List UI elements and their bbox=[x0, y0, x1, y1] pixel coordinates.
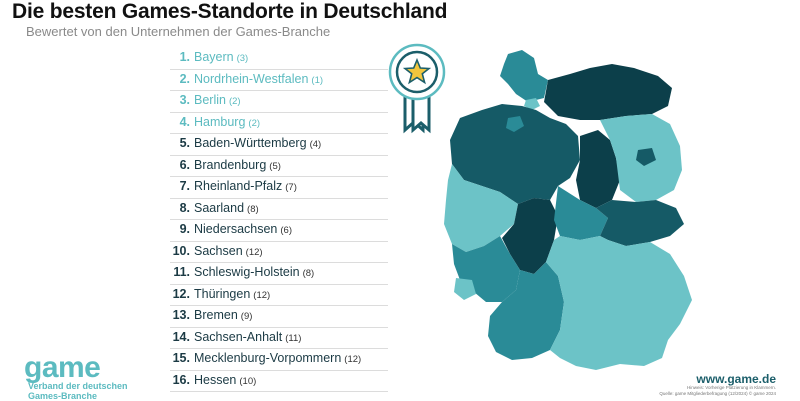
logo-tagline-1: Verband der deutschen bbox=[28, 381, 128, 391]
ranking-previous-rank: (4) bbox=[309, 139, 322, 150]
ranking-state-name: Hessen bbox=[194, 372, 237, 387]
germany-map bbox=[444, 50, 692, 370]
map-sachsen bbox=[596, 200, 684, 246]
map-saarland bbox=[454, 278, 476, 300]
ranking-state-name: Schleswig-Holstein bbox=[194, 265, 300, 279]
ranking-rank: 14. bbox=[172, 329, 190, 344]
ranking-previous-rank: (12) bbox=[253, 289, 271, 301]
map-nordrhein-westfalen bbox=[444, 164, 518, 252]
ranking-previous-rank: (9) bbox=[240, 311, 253, 322]
ranking-list: 1. Bayern (3) 2. Nordrhein-Westfalen (1) 3. Ber… bbox=[170, 48, 388, 392]
ranking-state-name: Saarland bbox=[194, 200, 245, 215]
ranking-rank: 3. bbox=[179, 93, 190, 107]
logo-wordmark: game bbox=[24, 351, 101, 384]
ranking-row: 5. Baden-Württemberg (4) bbox=[170, 134, 388, 156]
map-sachsen-anhalt bbox=[576, 130, 620, 208]
ranking-row: 6. Brandenburg (5) bbox=[170, 156, 388, 177]
ranking-row: 10. Sachsen (12) bbox=[170, 242, 388, 263]
map-baden-wuerttemberg bbox=[488, 262, 564, 360]
ranking-previous-rank: (1) bbox=[311, 74, 324, 86]
ranking-previous-rank: (8) bbox=[302, 268, 315, 279]
ranking-previous-rank: (5) bbox=[269, 160, 281, 172]
ranking-row: 1. Bayern (3) bbox=[170, 48, 388, 70]
ranking-previous-rank: (12) bbox=[245, 246, 263, 258]
ranking-state-name: Hamburg bbox=[194, 114, 246, 129]
ranking-rank: 7. bbox=[179, 179, 190, 193]
ranking-row: 8. Saarland (8) bbox=[170, 199, 388, 220]
ranking-row: 3. Berlin (2) bbox=[170, 91, 388, 113]
game-logo: game Verband der deutschen Games-Branche bbox=[24, 351, 128, 401]
footnote-line-1: Hinweis: Vorherige Platzierung in Klamme… bbox=[686, 385, 776, 390]
ranking-row: 12. Thüringen (12) bbox=[170, 285, 388, 306]
ranking-state-name: Bremen bbox=[194, 308, 238, 322]
ranking-rank: 11. bbox=[173, 265, 190, 279]
ranking-rank: 16. bbox=[172, 372, 190, 387]
ranking-state-name: Berlin bbox=[194, 93, 226, 107]
ranking-previous-rank: (7) bbox=[285, 182, 297, 193]
ranking-rank: 8. bbox=[179, 200, 190, 215]
map-bayern bbox=[546, 236, 692, 370]
map-thueringen bbox=[554, 186, 608, 240]
ranking-rank: 12. bbox=[172, 286, 190, 301]
ranking-row: 15. Mecklenburg-Vorpommern (12) bbox=[170, 349, 388, 371]
ranking-state-name: Bayern bbox=[194, 50, 234, 64]
ranking-state-name: Niedersachsen bbox=[194, 222, 278, 236]
map-hessen bbox=[502, 198, 558, 274]
ranking-row: 4. Hamburg (2) bbox=[170, 113, 388, 134]
ranking-rank: 13. bbox=[172, 308, 190, 322]
ranking-state-name: Thüringen bbox=[194, 286, 251, 301]
ranking-rank: 10. bbox=[172, 243, 190, 258]
ranking-previous-rank: (10) bbox=[239, 375, 257, 387]
ranking-state-name: Sachsen bbox=[194, 243, 243, 258]
logo-tagline-2: Games-Branche bbox=[28, 391, 98, 401]
ranking-state-name: Rheinland-Pfalz bbox=[194, 179, 283, 193]
ranking-row: 2. Nordrhein-Westfalen (1) bbox=[170, 70, 388, 91]
page-title: Die besten Games-Standorte in Deutschlan… bbox=[12, 0, 448, 23]
footnote-line-2: Quelle: game Mitgliederbefragung (12/202… bbox=[659, 390, 776, 396]
ranking-rank: 2. bbox=[179, 71, 190, 86]
ranking-previous-rank: (12) bbox=[344, 354, 362, 365]
map-mecklenburg-vorpommern bbox=[544, 64, 672, 120]
ranking-state-name: Nordrhein-Westfalen bbox=[194, 71, 309, 86]
ranking-row: 7. Rheinland-Pfalz (7) bbox=[170, 177, 388, 199]
map-schleswig-holstein bbox=[500, 50, 548, 102]
ranking-previous-rank: (11) bbox=[285, 332, 302, 344]
page-subtitle: Bewertet von den Unternehmen der Games-B… bbox=[26, 24, 331, 39]
ranking-state-name: Sachsen-Anhalt bbox=[194, 329, 283, 344]
ranking-state-name: Baden-Württemberg bbox=[194, 136, 307, 150]
star-ribbon-badge-icon bbox=[388, 43, 446, 134]
ranking-rank: 15. bbox=[172, 351, 190, 365]
ranking-rank: 9. bbox=[179, 222, 190, 236]
ranking-row: 11. Schleswig-Holstein (8) bbox=[170, 263, 388, 285]
ranking-row: 14. Sachsen-Anhalt (11) bbox=[170, 328, 388, 349]
ranking-previous-rank: (6) bbox=[280, 225, 293, 236]
ranking-previous-rank: (3) bbox=[236, 53, 249, 64]
map-niedersachsen bbox=[450, 104, 580, 204]
ranking-rank: 4. bbox=[179, 114, 190, 129]
map-hamburg bbox=[524, 98, 540, 110]
ranking-rank: 6. bbox=[179, 157, 190, 172]
ranking-previous-rank: (8) bbox=[247, 203, 259, 215]
map-berlin bbox=[636, 148, 656, 166]
footnote: Hinweis: Vorherige Platzierung in Klamme… bbox=[659, 385, 776, 396]
ranking-previous-rank: (2) bbox=[248, 117, 261, 129]
website-link[interactable]: www.game.de bbox=[696, 372, 776, 386]
ranking-state-name: Mecklenburg-Vorpommern bbox=[194, 351, 342, 365]
ranking-state-name: Brandenburg bbox=[194, 157, 267, 172]
ranking-rank: 5. bbox=[179, 136, 190, 150]
ranking-row: 16. Hessen (10) bbox=[170, 371, 388, 392]
map-bremen bbox=[506, 116, 524, 132]
ranking-previous-rank: (2) bbox=[228, 96, 241, 107]
ranking-row: 9. Niedersachsen (6) bbox=[170, 220, 388, 242]
ranking-rank: 1. bbox=[179, 50, 190, 64]
ranking-row: 13. Bremen (9) bbox=[170, 306, 388, 328]
